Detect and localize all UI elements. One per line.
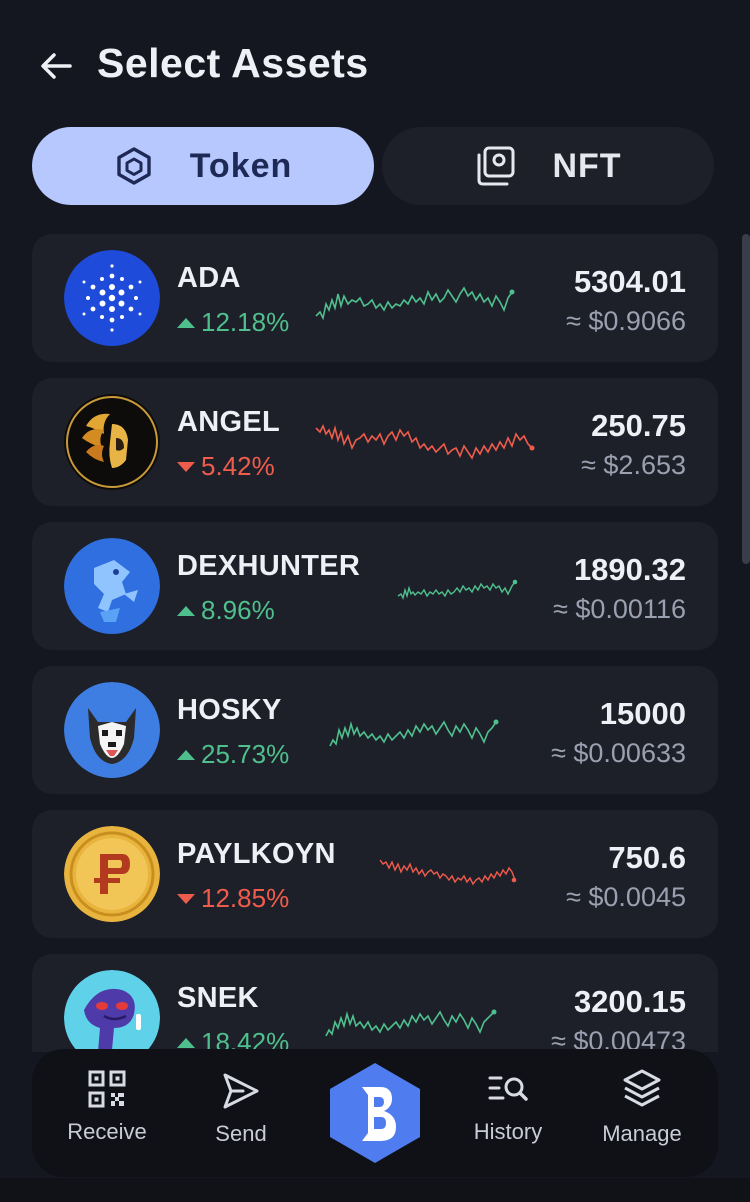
tab-token-label: Token <box>189 146 293 185</box>
tab-nft-label: NFT <box>552 146 622 185</box>
token-list: ADA 12.18% 5304.01 ≈ $0.9066 ANGEL <box>32 234 718 1052</box>
dexhunter-logo <box>64 538 160 634</box>
token-row-paylkoyn[interactable]: PAYLKOYN 12.85% 750.6 ≈ $0.0045 <box>32 810 718 938</box>
token-amount: 15000 <box>599 696 686 731</box>
scrollbar[interactable] <box>742 234 750 564</box>
brand-logo <box>330 1063 420 1163</box>
angel-logo <box>64 394 160 490</box>
token-symbol: ADA <box>177 262 241 294</box>
sparkline-chart <box>379 859 517 886</box>
history-search-icon <box>488 1076 528 1101</box>
down-triangle-icon <box>177 893 195 904</box>
token-row-hosky[interactable]: HOSKY 25.73% 15000 ≈ $0.00633 <box>32 666 718 794</box>
brand-home-button[interactable] <box>326 1061 424 1165</box>
token-usd-value: ≈ $0.00473 <box>551 1026 686 1052</box>
nft-gallery-icon <box>477 146 515 186</box>
token-row-dexhunter[interactable]: DEXHUNTER 8.96% 1890.32 ≈ $0.00116 <box>32 522 718 650</box>
layers-icon <box>623 1069 661 1107</box>
up-triangle-icon <box>177 605 195 616</box>
token-change-value: 5.42% <box>201 451 275 481</box>
bottom-nav: Receive Send History Manage <box>32 1049 718 1177</box>
token-change-value: 12.18% <box>201 307 290 337</box>
token-row-ada[interactable]: ADA 12.18% 5304.01 ≈ $0.9066 <box>32 234 718 362</box>
nav-receive[interactable]: Receive <box>52 1069 162 1145</box>
header: Select Assets <box>0 0 750 130</box>
nav-manage[interactable]: Manage <box>587 1067 697 1147</box>
nav-manage-label: Manage <box>602 1121 682 1146</box>
token-amount: 250.75 <box>591 408 686 443</box>
token-row-angel[interactable]: ANGEL 5.42% 250.75 ≈ $2.653 <box>32 378 718 506</box>
send-icon <box>223 1073 259 1109</box>
snek-logo <box>64 970 160 1052</box>
token-row-snek[interactable]: SNEK 18.42% 3200.15 ≈ $0.00473 <box>32 954 718 1052</box>
hosky-logo <box>64 682 160 778</box>
up-triangle-icon <box>177 749 195 760</box>
token-change: 12.18% <box>177 307 289 338</box>
token-change: 18.42% <box>177 1027 289 1052</box>
tab-token[interactable]: Token <box>32 127 374 205</box>
sparkline-chart <box>397 579 518 601</box>
token-change-value: 18.42% <box>201 1027 290 1052</box>
tab-nft[interactable]: NFT <box>382 127 714 205</box>
sparkline-chart <box>315 424 535 460</box>
token-cube-icon <box>116 147 151 185</box>
paylkoyn-logo <box>64 826 160 922</box>
token-symbol: ANGEL <box>177 406 280 438</box>
token-change: 5.42% <box>177 451 275 482</box>
token-amount: 750.6 <box>608 840 686 875</box>
token-usd-value: ≈ $0.00633 <box>551 738 686 768</box>
token-change: 8.96% <box>177 595 275 626</box>
nav-history-label: History <box>473 1119 543 1144</box>
token-symbol: HOSKY <box>177 694 282 726</box>
nav-receive-label: Receive <box>67 1119 147 1144</box>
token-change: 25.73% <box>177 739 289 770</box>
bottom-edge <box>0 1178 750 1202</box>
token-amount: 1890.32 <box>573 552 686 587</box>
token-change-value: 12.85% <box>201 883 290 913</box>
sparkline-chart <box>315 286 515 321</box>
nav-send-label: Send <box>215 1121 267 1146</box>
token-symbol: PAYLKOYN <box>177 838 336 870</box>
asset-type-tabs: Token NFT <box>32 127 714 207</box>
token-change-value: 25.73% <box>201 739 290 769</box>
token-amount: 5304.01 <box>573 264 686 299</box>
sparkline-chart <box>329 719 499 747</box>
token-symbol: DEXHUNTER <box>177 550 361 582</box>
nav-history[interactable]: History <box>453 1069 563 1145</box>
up-triangle-icon <box>177 317 195 328</box>
token-usd-value: ≈ $0.00116 <box>553 594 686 624</box>
nav-send[interactable]: Send <box>186 1071 296 1147</box>
cardano-logo <box>64 250 160 346</box>
token-amount: 3200.15 <box>573 984 686 1019</box>
up-triangle-icon <box>177 1037 195 1048</box>
token-usd-value: ≈ $0.0045 <box>566 882 686 912</box>
token-usd-value: ≈ $2.653 <box>581 450 686 480</box>
down-triangle-icon <box>177 461 195 472</box>
back-arrow-icon[interactable] <box>36 46 76 86</box>
qr-code-icon <box>88 1070 126 1108</box>
token-symbol: SNEK <box>177 982 259 1014</box>
token-usd-value: ≈ $0.9066 <box>566 306 686 336</box>
token-change: 12.85% <box>177 883 289 914</box>
page-title: Select Assets <box>97 40 369 86</box>
token-change-value: 8.96% <box>201 595 275 625</box>
sparkline-chart <box>325 1009 497 1037</box>
